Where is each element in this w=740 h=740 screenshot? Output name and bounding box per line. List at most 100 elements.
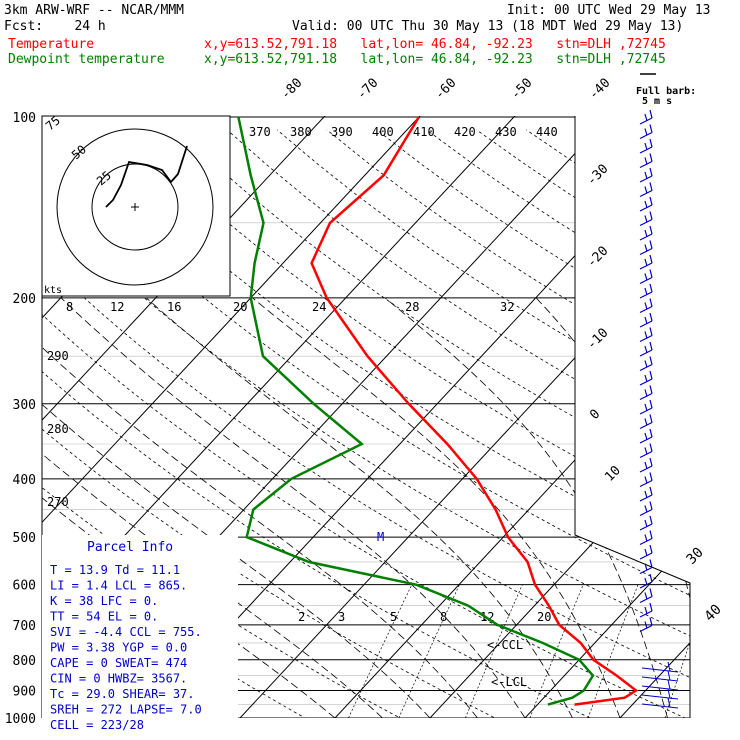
- wind-barb-flag: [649, 573, 653, 583]
- wind-barb-flag: [649, 283, 653, 293]
- wind-barb-flag: [644, 577, 648, 586]
- wind-barb-flag: [649, 196, 653, 206]
- wind-barb-flag: [644, 157, 648, 165]
- wind-barb-flag: [644, 128, 648, 136]
- wind-barb-flag: [649, 501, 653, 510]
- wind-barb-flag: [644, 389, 648, 397]
- wind-barb-flag: [649, 457, 653, 467]
- dry-adiabat-line: [726, 130, 740, 731]
- moist-adiabat-line: [252, 297, 621, 718]
- wind-barb-flag: [644, 447, 648, 455]
- isotherm-label: -30: [584, 162, 611, 189]
- full-barb-value: 5 m s: [642, 96, 672, 107]
- dry-adiabat-line: [625, 129, 690, 718]
- wind-barb-shaft: [639, 204, 653, 212]
- wind-barb-shaft: [639, 175, 653, 183]
- wind-barb-flag: [644, 418, 648, 426]
- model-title: 3km ARW-WRF -- NCAR/MMM: [4, 3, 184, 18]
- dry-adiabat-line: [226, 129, 690, 718]
- wind-barb-flag: [644, 432, 648, 441]
- pressure-label: 300: [13, 398, 36, 413]
- wind-barb-flag: [644, 461, 648, 470]
- wind-barb-flag: [644, 476, 648, 484]
- dry-adiabat-line: [0, 130, 39, 731]
- wind-barb-shaft: [639, 552, 653, 560]
- wind-barb-flag: [644, 258, 648, 267]
- wind-barb-shaft: [641, 676, 679, 682]
- wind-barb-flag: [649, 341, 653, 351]
- parcel-info-panel: Parcel Info T = 13.9 Td = 11.1 LI = 1.4 L…: [42, 535, 238, 732]
- hodograph-speed-label: 12: [110, 300, 124, 314]
- mixing-ratio-label: 3: [338, 610, 345, 624]
- wind-barb-flag: [649, 109, 653, 119]
- wind-barb-flag: [667, 697, 671, 708]
- wind-barb-flag: [649, 312, 653, 322]
- parcel-info-row: SVI = -4.4 CCL = 755.: [50, 625, 202, 639]
- parcel-info-row: K = 38 LFC = 0.: [50, 594, 158, 608]
- isotherm-line: [607, 116, 690, 718]
- valid-time: Valid: 00 UTC Thu 30 May 13 (18 MDT Wed …: [292, 19, 683, 34]
- wind-barb-shaft: [639, 189, 653, 198]
- wind-barb-flag: [649, 385, 653, 394]
- ccl-marker: <-CCL: [487, 638, 523, 652]
- isotherm-line: [703, 90, 740, 731]
- wind-barb-flag: [644, 331, 648, 339]
- theta-e-label: 420: [454, 125, 476, 139]
- dewpoint-trace: [237, 116, 595, 706]
- dry-adiabat-line: [426, 129, 690, 718]
- parcel-info-row: CAPE = 0 SWEAT= 474: [50, 656, 187, 670]
- isotherm-label: -20: [584, 244, 611, 271]
- theta-e-label: 400: [372, 125, 394, 139]
- wind-barb-flag: [649, 153, 653, 162]
- wind-barb-flag: [644, 287, 648, 296]
- isotherm-line: [322, 116, 690, 718]
- parcel-info-row: CIN = 0 HWBZ= 3567.: [50, 672, 187, 686]
- dry-adiabat-line: [42, 129, 521, 718]
- theta-e-label: 380: [290, 125, 312, 139]
- pressure-label: 1000: [5, 712, 36, 727]
- dry-adiabat-line: [575, 129, 690, 718]
- theta-e-label: 410: [413, 125, 435, 139]
- wind-barb-flag: [644, 186, 648, 194]
- wind-barb-shaft: [639, 146, 653, 154]
- isotherm-label: -10: [584, 326, 611, 353]
- theta-e-label: 440: [536, 125, 558, 139]
- wind-barb-shaft: [639, 392, 653, 401]
- wind-barb-shaft: [639, 363, 653, 372]
- wind-barb-flag: [649, 530, 653, 539]
- wind-barb-flag: [644, 592, 648, 600]
- wind-barb-shaft: [639, 523, 653, 531]
- wind-barb-flag: [644, 403, 648, 412]
- wind-barb-flag: [644, 171, 648, 180]
- wind-barb-flag: [667, 688, 671, 699]
- isotherm-label: 10: [602, 463, 624, 485]
- wind-barb-flag: [649, 414, 653, 423]
- temperature-trace: [310, 116, 639, 706]
- wind-barb-flag: [644, 142, 648, 151]
- moist-adiabat-line: [535, 297, 690, 718]
- wind-barb-flag: [667, 661, 671, 672]
- mixing-ratio-line: [587, 584, 639, 718]
- isotherm-line: [417, 116, 690, 718]
- isotherm-label: 0: [587, 407, 603, 423]
- wind-barb-shaft: [639, 436, 653, 444]
- mixing-ratio-line: [529, 584, 584, 718]
- hodograph-speed-label: 32: [500, 300, 514, 314]
- theta-e-label: 390: [331, 125, 353, 139]
- wind-barb-flag: [649, 617, 653, 626]
- plot-right-frame: [574, 116, 691, 718]
- wind-barb-flag: [649, 544, 653, 554]
- wind-barb-shaft: [639, 233, 653, 241]
- wind-barb-flag: [644, 621, 648, 629]
- pressure-label: 100: [13, 111, 36, 126]
- dry-adiabat-line: [526, 129, 690, 718]
- hodograph-ring-inner: [91, 163, 179, 251]
- parcel-info-row: CELL = 223/28: [50, 718, 144, 732]
- mixing-ratio-line: [398, 584, 460, 718]
- wind-barb-shaft: [639, 305, 653, 314]
- wind-barb-flag: [649, 370, 653, 380]
- wind-barb-flag: [649, 240, 653, 249]
- wind-barb-shaft: [639, 537, 653, 546]
- wind-barb-flag: [649, 356, 653, 365]
- parcel-info-row: T = 13.9 Td = 11.1: [50, 563, 180, 577]
